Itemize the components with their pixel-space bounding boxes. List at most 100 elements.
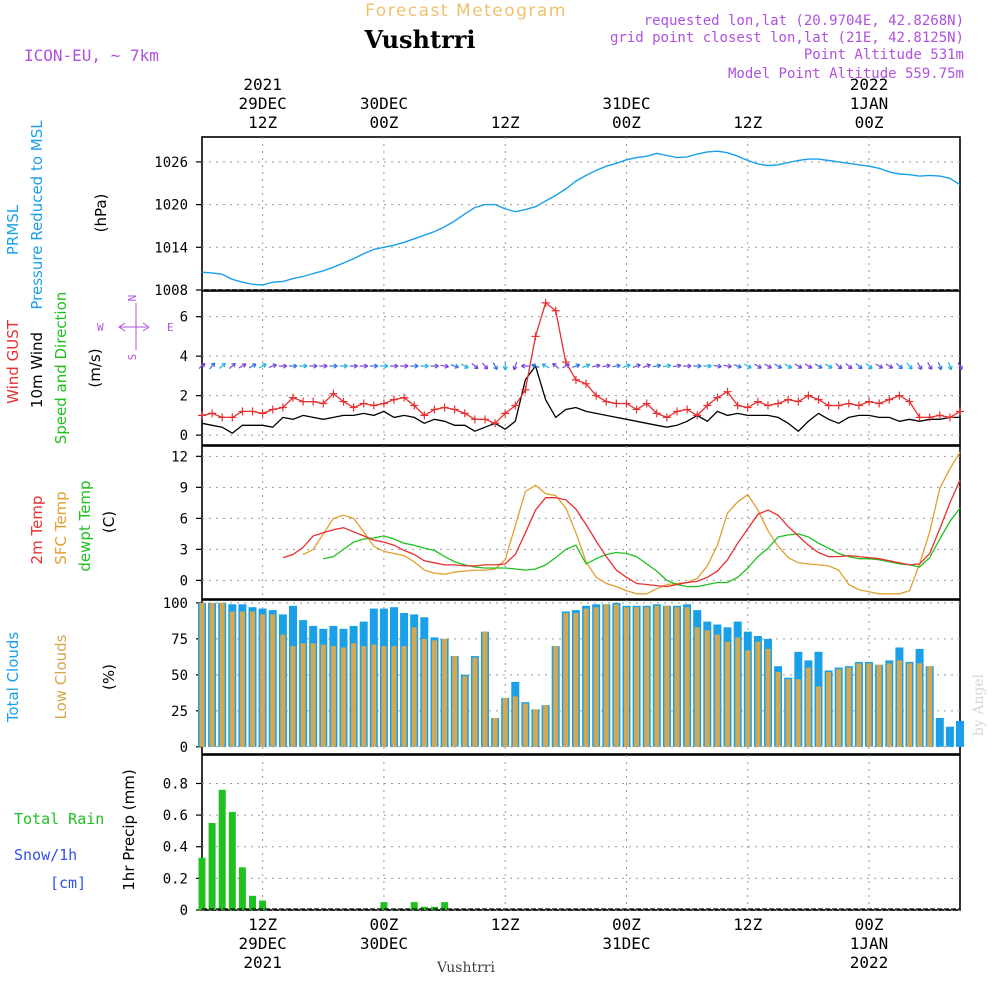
gust-marker [258,409,267,418]
gust-marker [865,397,874,406]
low-cloud-bar [846,667,852,747]
low-cloud-bar [280,634,286,747]
gust-marker [278,403,287,412]
gust-marker [713,393,722,402]
low-cloud-bar [533,709,538,747]
wind-direction-arrow [562,363,570,369]
wind-direction-arrow [228,362,236,370]
wind-direction-arrow [198,362,206,370]
panel-frame [201,136,961,291]
low-cloud-bar [866,663,872,747]
low-cloud-bar [512,696,518,747]
y-tick-label: 1026 [154,155,188,171]
low-cloud-bar [745,650,751,747]
wind-direction-arrow [502,362,508,371]
total-cloud-label: Total Clouds [4,632,22,724]
y-tick-label: 12 [171,449,188,465]
y-tick-label: 6 [180,511,188,527]
wind-direction-arrow [652,363,662,369]
wind-direction-arrow [824,363,833,369]
gust-marker [470,415,479,424]
wind-direction-arrow [512,362,518,371]
compass-n: N [126,295,139,302]
low-cloud-bar [391,646,397,747]
gust-marker [895,391,904,400]
wind-direction-arrow [957,362,963,371]
bottom-time-label: 00Z [612,915,641,934]
gust-marker [208,409,217,418]
gust-marker [379,399,388,408]
gust-marker [339,397,348,406]
bottom-time-label: 12Z [733,915,762,934]
gust-marker [400,393,409,402]
y-tick-label: 4 [180,349,188,365]
snow-unit: [cm] [50,874,86,892]
point-altitude: Point Altitude 531m [804,47,964,63]
gust-marker [824,401,833,410]
temp-2m-line [282,479,961,588]
low-cloud-label: Low Clouds [52,634,70,719]
low-cloud-bar [411,627,417,747]
bottom-time-label: 12Z [491,915,520,934]
total-cloud-bar [935,718,944,747]
gust-marker [652,409,661,418]
low-cloud-bar [401,646,407,747]
low-cloud-bar [310,643,316,747]
wind-direction-arrow [592,363,601,369]
low-cloud-bar [664,605,670,747]
gust-marker [774,399,783,408]
low-cloud-bar [573,613,579,747]
total-cloud-bar [945,726,954,747]
wind-direction-arrow [400,363,409,369]
low-cloud-bar [927,666,933,747]
low-cloud-bar [765,648,771,747]
panel-4: 0 25 50 75 100 Total Clouds Low Clouds (%) [4,596,964,756]
gust-marker [814,395,823,404]
gust-marker [784,395,793,404]
wind-speed-line [201,364,960,434]
product-title: Forecast Meteogram [365,1,567,21]
bottom-time-label: 29DEC [239,934,287,953]
low-cloud-bar [654,605,660,747]
gust-marker [854,401,863,410]
low-cloud-bar [684,607,690,747]
low-cloud-bar [361,646,367,747]
top-time-label: 1JAN [850,94,889,113]
wind-direction-arrow [339,363,348,369]
wind-direction-arrow [309,363,318,369]
low-cloud-bar [482,631,488,747]
y-tick-label: 0.4 [163,840,188,856]
wind-direction-arrow [268,363,277,369]
gust-marker [956,407,964,416]
compass-w: W [97,321,104,334]
wind-direction-arrow [764,363,772,369]
top-time-label: 12Z [248,113,277,132]
wind-direction-arrow [937,362,943,371]
compass-s: S [126,354,139,361]
bottom-time-label: 1JAN [850,934,889,953]
gust-marker [571,375,580,384]
wind-dir-label: Speed and Direction [52,292,70,445]
bottom-time-label: 2022 [850,953,889,972]
bottom-time-label: 00Z [369,915,398,934]
wind-direction-arrow [541,363,550,369]
y-tick-label: 1020 [154,198,188,214]
y-tick-label: 0 [180,903,188,919]
wind-direction-arrow [723,363,732,369]
wind-direction-arrow [814,363,823,369]
gust-marker [480,415,489,424]
rain-bar [441,902,449,910]
wind-direction-arrow [662,363,672,369]
gust-marker [915,413,924,422]
y-tick-label: 9 [180,480,188,496]
low-cloud-bar [735,637,741,747]
wind-direction-arrow [917,362,923,371]
gust-marker [662,413,671,422]
wind-direction-arrow [248,363,257,369]
model-altitude: Model Point Altitude 559.75m [728,66,964,82]
y-tick-label: 2 [180,389,188,405]
footer-location: Vushtrri [436,960,495,976]
rain-bar [380,902,388,910]
panel-2: 0 2 4 6 Wind GUST 10m Wind Speed and Direction… [4,290,964,446]
total-cloud-bar [956,720,964,747]
